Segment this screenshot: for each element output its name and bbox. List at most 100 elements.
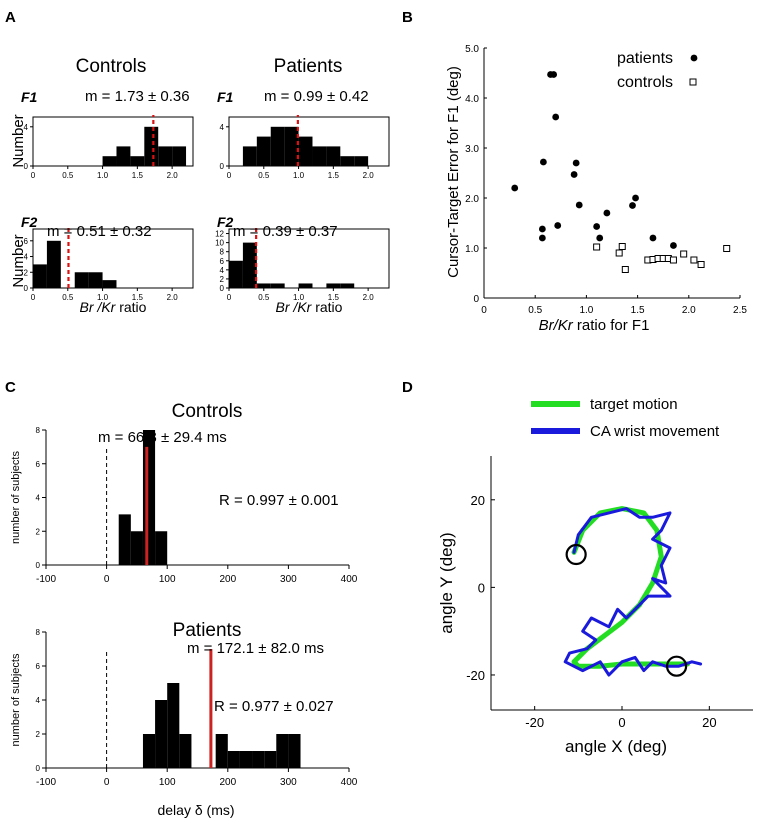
hist-bar [242,146,257,166]
hist-bar [326,146,341,166]
column-title-controls: Controls [76,56,147,77]
x-tick-label: 2.0 [363,293,375,302]
hist-bar [340,156,355,166]
x-tick-label: 0 [31,293,36,302]
patient-point [539,158,547,166]
patient-point [649,234,657,242]
x-tick-label: 1.5 [328,171,340,180]
row-label-f1: F1 [217,89,234,105]
y-tick-label: 2 [220,275,225,284]
x-tick-label: -100 [36,777,56,788]
y-tick-label: 6 [220,257,225,266]
y-tick-label: 4 [24,123,29,132]
hist-bar [102,156,117,166]
x-axis-label-part: Br /Kr [80,299,117,315]
x-tick-label: 1.5 [328,293,340,302]
hist-bar [242,242,257,288]
hist-bar [326,283,341,288]
hist-bar [298,283,313,288]
y-tick-label: 4 [36,696,41,705]
panel-letter-a: A [5,9,16,26]
x-tick-label: 400 [341,574,358,585]
patient-point [554,222,562,229]
control-point [669,256,677,264]
x-tick-label: 0 [104,777,110,788]
endpoint-circle [565,543,587,566]
y-tick-label: 6 [36,460,41,469]
x-tick-label: 1.0 [293,293,305,302]
patient-point [511,184,519,192]
y-tick-label: 8 [36,426,41,435]
hist-bar [118,514,131,565]
y-tick-label: 2 [36,527,41,536]
wrist-movement-trace [563,507,703,677]
panel-letter-b: B [402,9,413,26]
patient-point [629,202,636,209]
mean-label: m = 1.73 ± 0.36 [85,88,190,105]
y-tick-label: 2 [36,730,41,739]
row-label-f2: F2 [217,214,234,230]
legend-label-wrist: CA wrist movement [590,423,720,440]
hist-bar [116,146,131,166]
x-tick-label: 0 [227,171,232,180]
legend-label-patients: patients [617,50,673,67]
y-tick-label: 4 [220,123,225,132]
hist-bar [229,260,243,288]
y-tick-label: 0 [220,162,225,171]
y-tick-label: 10 [215,239,224,248]
y-tick-label: 4.0 [465,94,479,105]
patient-point [572,159,580,167]
y-tick-label: 3.0 [465,144,479,155]
patient-point [596,234,604,242]
patient-point [575,201,583,209]
x-tick-label: 0 [227,293,232,302]
hist-bar [130,156,145,166]
panel-letter-d: D [402,379,413,396]
x-tick-label: 200 [219,777,236,788]
legend-label-controls: controls [617,74,673,91]
hist-bar [74,272,89,288]
hist-bar [276,734,289,768]
control-point [593,243,601,251]
panel-b-scatter: 0 0.5 1.0 1.5 2.0 2.5 0 1.0 2.0 3.0 4.0 5.0 patients… [445,44,747,334]
x-tick-label: 1.0 [293,171,305,180]
x-axis-label: Br/Kr ratio for F1 [539,317,650,334]
x-tick-label: 2.0 [682,305,696,316]
hist-bar [284,126,299,166]
x-tick-label: 1.5 [132,293,144,302]
r-label: R = 0.997 ± 0.001 [219,492,339,509]
x-tick-label: 2.0 [363,171,375,180]
x-tick-label: 200 [219,574,236,585]
patient-point [670,242,677,249]
patient-point [593,223,601,230]
hist-bar [88,272,103,288]
group-title-controls: Controls [172,401,243,422]
mean-label: m = 172.1 ± 82.0 ms [187,640,324,657]
y-tick-label: 0 [478,580,485,595]
control-point [621,266,629,273]
hist-bar [312,146,327,166]
x-tick-label: 100 [159,777,176,788]
y-tick-label: 0 [24,162,29,171]
mean-label: m = 0.99 ± 0.42 [264,88,369,105]
group-title-patients: Patients [173,620,242,641]
x-tick-label: 0 [31,171,36,180]
hist-bar [33,264,47,288]
hist-bar [298,136,313,166]
x-axis-label-part: Br/Kr [539,317,574,334]
hist-bar [142,734,156,768]
control-point [680,250,688,258]
hist-bar [354,156,369,166]
patient-point [632,194,639,202]
hist-bar [256,283,271,288]
y-axis-label: Number [10,234,27,287]
legend-marker-controls [689,78,697,86]
hist-bar [270,126,285,166]
panel-letter-c: C [5,379,16,396]
y-tick-label: 4 [36,494,41,503]
column-title-patients: Patients [274,56,343,77]
x-axis-label: delay δ (ms) [157,802,234,818]
y-tick-label: -20 [466,668,485,683]
y-tick-label: 5.0 [465,44,479,55]
